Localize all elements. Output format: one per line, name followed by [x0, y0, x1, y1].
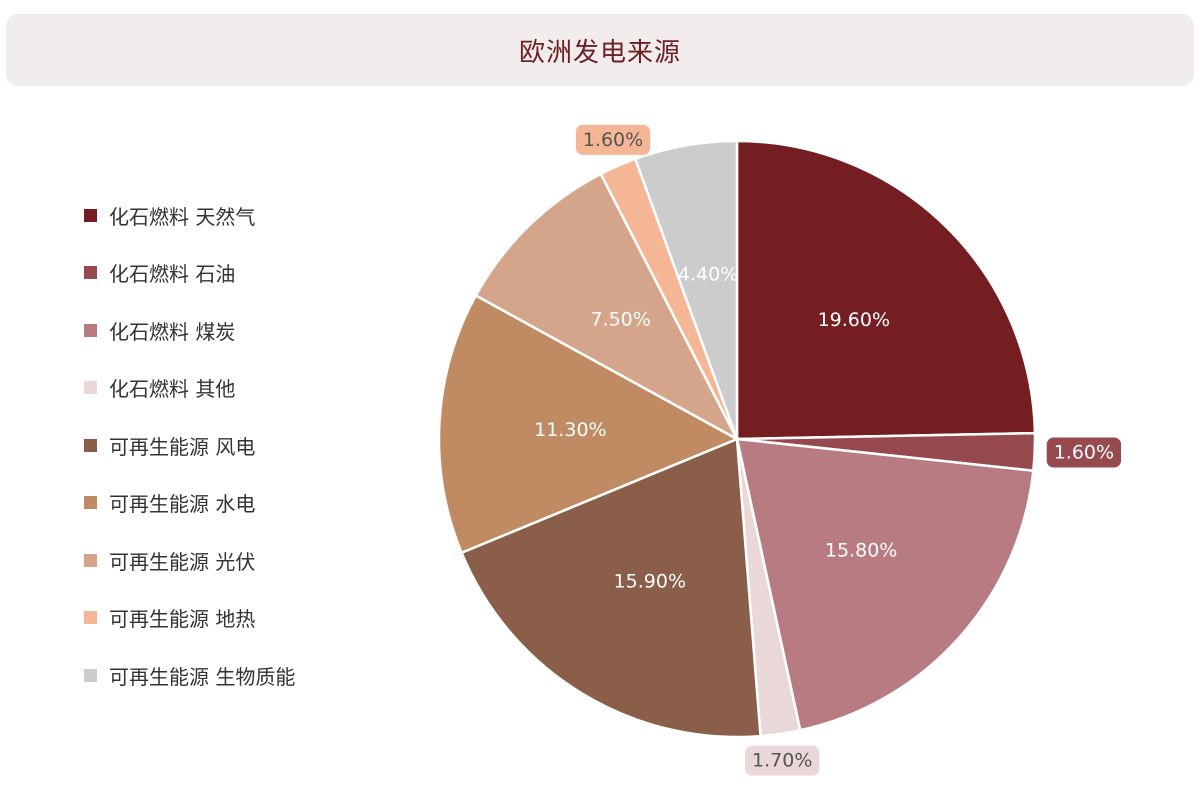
legend-label: 化石燃料 煤炭 [109, 319, 236, 344]
slice-data-label: 1.70% [752, 750, 812, 772]
legend-swatch [84, 381, 97, 394]
legend-swatch [84, 496, 97, 509]
legend-label: 化石燃料 其他 [109, 377, 236, 401]
legend-item[interactable]: 化石燃料 煤炭 [84, 315, 235, 345]
legend-item[interactable]: 化石燃料 石油 [84, 258, 235, 288]
legend-item[interactable]: 可再生能源 风电 [84, 430, 255, 460]
pie-slice[interactable] [437, 294, 739, 555]
legend-label: 可再生能源 风电 [109, 434, 256, 459]
legend-swatch [84, 266, 97, 279]
slice-data-badge: 1.70% [745, 745, 820, 776]
chart-title-bar: 欧洲发电来源 [6, 14, 1194, 86]
slice-data-label: 1.60% [583, 129, 643, 151]
legend-item[interactable]: 可再生能源 光伏 [84, 545, 255, 575]
slice-data-label: 11.30% [534, 419, 606, 441]
legend-label: 可再生能源 生物质能 [109, 664, 296, 689]
slice-data-label: 15.90% [614, 570, 686, 592]
pie-slice[interactable] [634, 139, 739, 441]
legend-item[interactable]: 化石燃料 天然气 [84, 200, 255, 230]
pie-slice[interactable] [460, 437, 762, 739]
legend-item[interactable]: 可再生能源 地热 [84, 603, 255, 633]
pie-slice[interactable] [735, 139, 1037, 441]
legend-label: 可再生能源 水电 [109, 492, 256, 516]
legend-swatch [84, 208, 97, 222]
legend-item[interactable]: 可再生能源 水电 [84, 488, 255, 518]
legend-label: 化石燃料 天然气 [109, 204, 256, 229]
pie-slice[interactable] [735, 437, 1035, 732]
slice-badge-background [575, 124, 651, 155]
slice-data-label: 4.40% [678, 264, 738, 286]
legend-swatch [84, 323, 97, 337]
legend-item[interactable]: 可再生能源 生物质能 [84, 660, 295, 690]
legend-swatch [84, 438, 97, 452]
slice-data-label: 15.80% [825, 540, 897, 562]
legend-label: 化石燃料 石油 [109, 262, 236, 286]
slice-badge-background [1046, 437, 1122, 468]
slice-data-badge: 1.60% [575, 124, 651, 155]
slice-data-label: 19.60% [818, 309, 890, 331]
slice-data-label: 1.60% [1054, 441, 1114, 463]
legend-label: 可再生能源 光伏 [109, 549, 256, 574]
legend-label: 可再生能源 地热 [109, 607, 256, 631]
slice-data-label: 7.50% [590, 308, 650, 330]
legend-swatch [84, 668, 97, 682]
slice-data-badge: 1.60% [1046, 437, 1122, 468]
legend-item[interactable]: 化石燃料 其他 [84, 373, 235, 403]
chart-title: 欧洲发电来源 [518, 37, 681, 68]
legend-swatch [84, 553, 97, 567]
slice-badge-background [745, 745, 820, 776]
legend-swatch [84, 611, 97, 624]
pie-slice[interactable] [474, 172, 739, 441]
